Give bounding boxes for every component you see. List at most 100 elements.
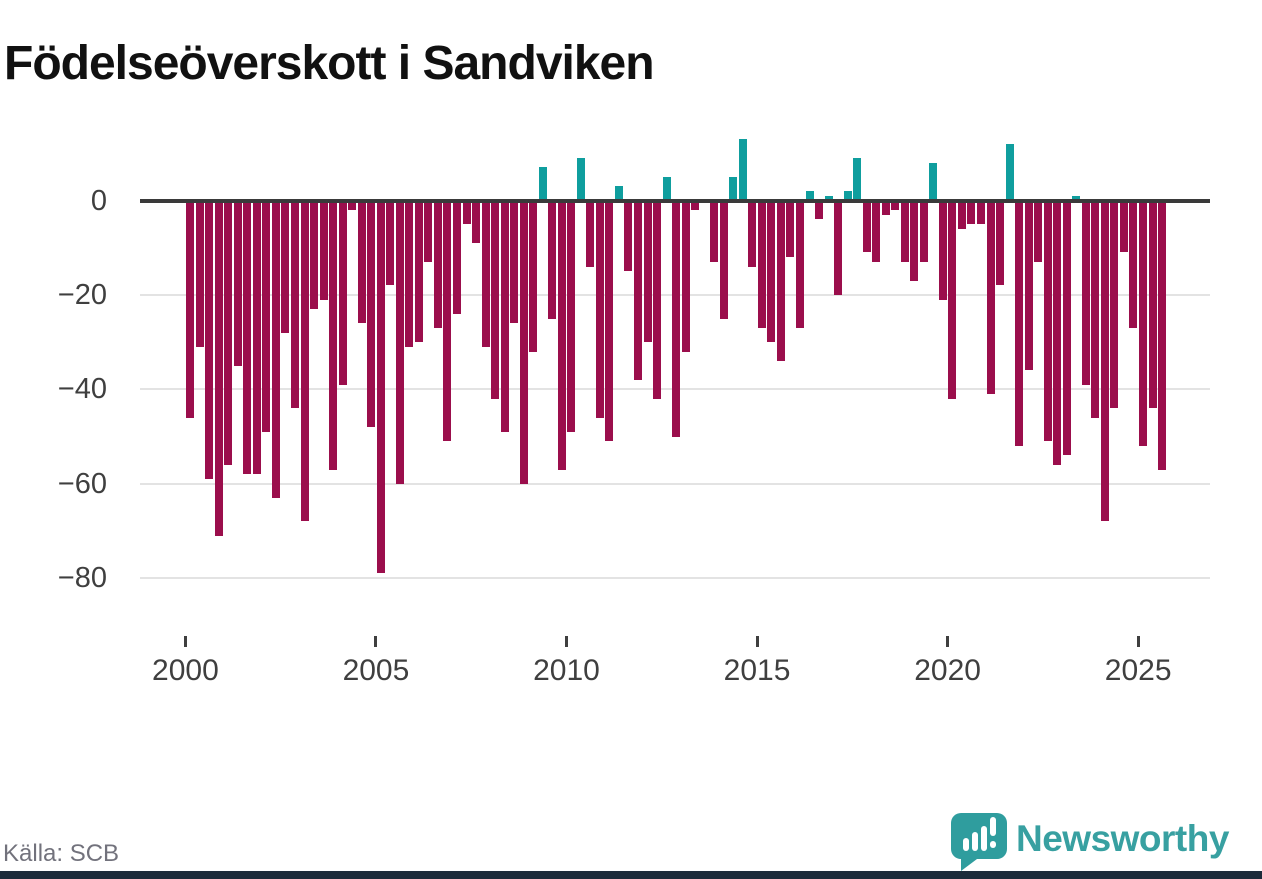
bar-2005-q4 [405, 200, 414, 347]
bar-2025-q1 [1139, 200, 1147, 446]
x-axis-tick-2000 [183, 636, 187, 647]
bar-2017-q1 [834, 200, 843, 295]
gridline-y-60 [140, 482, 1210, 485]
bar-2017-q2 [843, 191, 852, 201]
bar-2008-q4 [519, 200, 528, 484]
newsworthy-bubble-icon [951, 813, 1007, 871]
bar-2009-q1 [529, 200, 538, 352]
bar-2003-q4 [329, 200, 338, 470]
bar-2009-q3 [548, 200, 557, 319]
bar-2021-q2 [996, 200, 1005, 286]
bar-2021-q3 [1005, 143, 1014, 201]
bar-2019-q1 [910, 200, 919, 281]
bar-2023-q3 [1081, 200, 1090, 385]
y-axis-label: −60 [57, 467, 107, 500]
x-axis-tick-2015 [755, 636, 759, 647]
x-axis-label-2010: 2010 [533, 654, 600, 687]
bar-2021-q4 [1015, 200, 1024, 446]
bar-2015-q4 [786, 200, 795, 258]
bar-2019-q4 [938, 200, 947, 300]
bar-2017-q4 [862, 200, 871, 253]
bar-2013-q1 [681, 200, 690, 352]
bar-2019-q2 [919, 200, 928, 262]
bar-2025-q2 [1148, 200, 1157, 409]
bar-2023-q4 [1091, 200, 1100, 418]
bar-2003-q1 [300, 200, 309, 522]
bar-2018-q3 [891, 200, 900, 210]
bar-2007-q3 [472, 200, 481, 243]
bar-2009-q2 [538, 167, 547, 201]
bar-2025-q3 [1158, 200, 1167, 470]
bar-2020-q1 [948, 200, 957, 399]
bar-2022-q4 [1053, 200, 1062, 465]
bar-2023-q1 [1062, 200, 1071, 456]
bar-2010-q4 [595, 200, 604, 418]
bar-2002-q4 [291, 200, 299, 409]
bar-2006-q2 [424, 200, 433, 262]
bar-2022-q3 [1043, 200, 1052, 442]
bar-2008-q1 [491, 200, 500, 399]
y-axis-label: −20 [57, 278, 107, 311]
bar-2004-q2 [348, 200, 357, 210]
page-title: Födelseöverskott i Sandviken [4, 37, 655, 91]
bar-2007-q4 [481, 200, 490, 347]
bar-2014-q3 [738, 139, 747, 201]
bar-2014-q2 [729, 176, 738, 201]
bar-2007-q1 [452, 200, 461, 314]
bar-2024-q1 [1100, 200, 1109, 522]
bottom-strip [0, 871, 1262, 879]
bar-2002-q1 [262, 200, 271, 432]
bar-2006-q3 [433, 200, 442, 328]
bar-2004-q1 [338, 200, 347, 385]
bar-2006-q4 [443, 200, 452, 442]
y-axis-label: 0 [90, 184, 107, 217]
bar-2015-q2 [767, 200, 776, 343]
bar-2013-q4 [710, 200, 719, 262]
plot-area: 0 −20 −40 −60 −80 2000 2005 2010 2015 2020 2025 [57, 139, 1210, 687]
bar-2006-q1 [414, 200, 423, 343]
bar-2010-q1 [567, 200, 576, 432]
bar-2000-q4 [214, 200, 223, 536]
gridline-y-80 [140, 577, 1210, 580]
brand-text: Newsworthy [1016, 818, 1229, 859]
bar-2012-q3 [662, 176, 671, 201]
x-axis-label-2025: 2025 [1104, 654, 1172, 687]
bar-2008-q2 [500, 200, 509, 432]
bar-2003-q3 [319, 200, 328, 300]
newsworthy-logo[interactable]: Newsworthy [950, 812, 1260, 872]
bar-2012-q4 [672, 200, 681, 437]
bar-2011-q4 [634, 200, 643, 380]
bar-2018-q4 [900, 200, 909, 262]
bar-2005-q3 [395, 200, 404, 484]
bar-2004-q4 [367, 200, 376, 428]
x-axis-label-2020: 2020 [914, 654, 981, 687]
bar-2020-q3 [967, 200, 976, 225]
bar-2000-q2 [195, 200, 204, 347]
y-axis-label: −80 [57, 562, 107, 595]
bar-2020-q4 [977, 200, 986, 225]
bar-2012-q1 [643, 200, 652, 343]
bar-2014-q4 [748, 200, 757, 267]
bar-2018-q2 [881, 200, 890, 215]
bar-2020-q2 [957, 200, 966, 229]
bar-2022-q1 [1024, 200, 1033, 371]
bar-2010-q3 [586, 200, 595, 267]
bar-2011-q3 [624, 200, 633, 272]
bar-2018-q1 [872, 200, 881, 262]
bar-2005-q1 [376, 200, 385, 574]
bar-2003-q2 [310, 200, 319, 310]
bar-2002-q3 [281, 200, 290, 333]
x-axis-tick-2025 [1136, 636, 1140, 647]
bar-2019-q3 [929, 162, 938, 201]
bar-2024-q4 [1129, 200, 1138, 328]
bar-2002-q2 [271, 200, 280, 498]
bar-2001-q3 [243, 200, 252, 475]
bar-2010-q2 [576, 158, 585, 201]
bar-2016-q1 [795, 200, 804, 328]
bar-2011-q1 [605, 200, 614, 442]
bar-2015-q3 [776, 200, 785, 361]
x-axis-label-2000: 2000 [152, 654, 219, 687]
bar-2009-q4 [557, 200, 566, 470]
bar-2022-q2 [1034, 200, 1043, 262]
bar-2017-q3 [853, 158, 862, 201]
